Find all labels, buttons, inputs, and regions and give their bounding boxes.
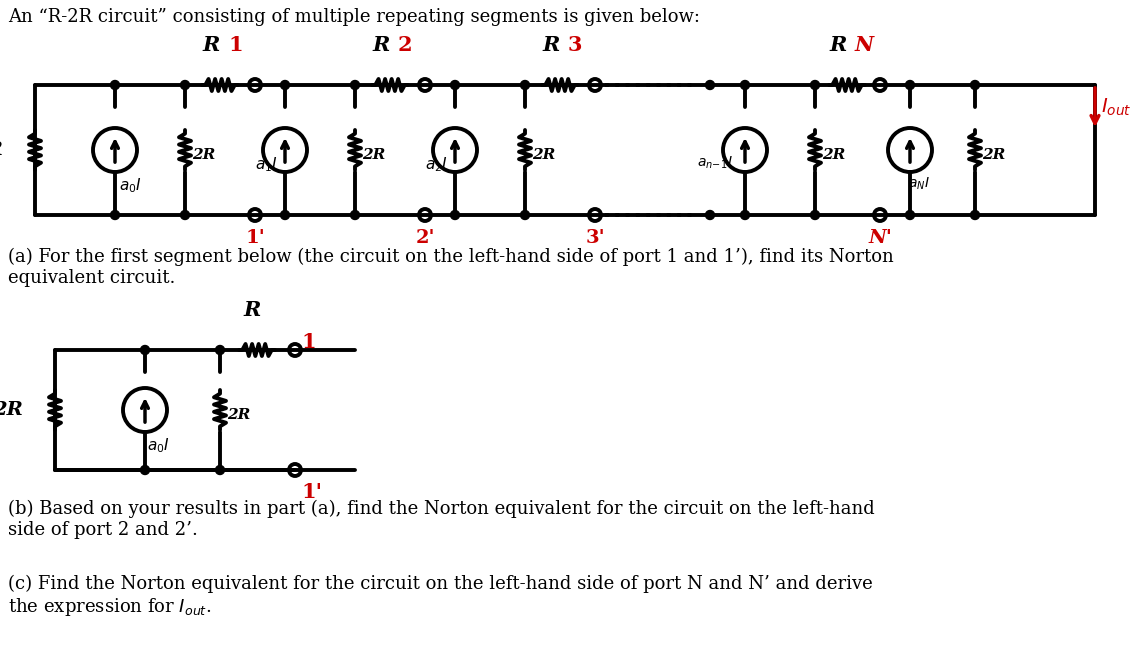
Text: 3': 3' xyxy=(585,229,605,247)
Circle shape xyxy=(521,210,529,220)
Circle shape xyxy=(705,80,714,90)
Text: 1: 1 xyxy=(301,332,316,352)
Text: N: N xyxy=(855,35,874,55)
Text: $I_{out}$: $I_{out}$ xyxy=(1101,96,1131,118)
Text: 2R: 2R xyxy=(0,401,23,419)
Text: 3: 3 xyxy=(568,35,583,55)
Text: (c) Find the Norton equivalent for the circuit on the left-hand side of port N a: (c) Find the Norton equivalent for the c… xyxy=(8,575,872,618)
Circle shape xyxy=(215,466,224,474)
Text: 2R: 2R xyxy=(532,148,555,162)
Circle shape xyxy=(450,210,459,220)
Text: R: R xyxy=(372,35,389,55)
Text: $a_0 I$: $a_0 I$ xyxy=(147,436,169,455)
Text: 1': 1' xyxy=(245,229,264,247)
Circle shape xyxy=(811,80,820,90)
Circle shape xyxy=(181,210,190,220)
Text: 2R: 2R xyxy=(982,148,1005,162)
Text: 2R: 2R xyxy=(822,148,845,162)
Circle shape xyxy=(350,210,360,220)
Circle shape xyxy=(705,210,714,220)
Circle shape xyxy=(141,466,150,474)
Text: 1': 1' xyxy=(301,482,322,502)
Circle shape xyxy=(971,210,979,220)
Text: 2R: 2R xyxy=(192,148,215,162)
Text: 2': 2' xyxy=(416,229,435,247)
Circle shape xyxy=(811,210,820,220)
Text: R: R xyxy=(542,35,560,55)
Circle shape xyxy=(111,80,119,90)
Circle shape xyxy=(741,80,750,90)
Circle shape xyxy=(906,80,915,90)
Circle shape xyxy=(350,80,360,90)
Text: $a_0 I$: $a_0 I$ xyxy=(119,176,142,195)
Text: R: R xyxy=(829,35,846,55)
Text: (a) For the first segment below (the circuit on the left-hand side of port 1 and: (a) For the first segment below (the cir… xyxy=(8,248,894,287)
Circle shape xyxy=(521,80,529,90)
Circle shape xyxy=(281,210,290,220)
Circle shape xyxy=(741,210,750,220)
Text: $a_2 I$: $a_2 I$ xyxy=(425,155,448,174)
Circle shape xyxy=(906,210,915,220)
Text: R: R xyxy=(243,300,261,320)
Circle shape xyxy=(181,80,190,90)
Text: R: R xyxy=(202,35,220,55)
Text: 2: 2 xyxy=(398,35,412,55)
Text: $a_N I$: $a_N I$ xyxy=(908,176,930,192)
Text: 2R: 2R xyxy=(362,148,385,162)
Text: $a_{n\!-\!1}I$: $a_{n\!-\!1}I$ xyxy=(697,155,733,172)
Circle shape xyxy=(971,80,979,90)
Text: (b) Based on your results in part (a), find the Norton equivalent for the circui: (b) Based on your results in part (a), f… xyxy=(8,500,875,539)
Circle shape xyxy=(141,346,150,354)
Circle shape xyxy=(215,346,224,354)
Text: 2R: 2R xyxy=(227,408,251,422)
Text: 1: 1 xyxy=(228,35,243,55)
Circle shape xyxy=(281,80,290,90)
Text: An “R-2R circuit” consisting of multiple repeating segments is given below:: An “R-2R circuit” consisting of multiple… xyxy=(8,8,700,26)
Text: 2R: 2R xyxy=(0,141,3,159)
Circle shape xyxy=(111,210,119,220)
Text: $a_1 I$: $a_1 I$ xyxy=(255,155,278,174)
Text: N': N' xyxy=(868,229,892,247)
Circle shape xyxy=(450,80,459,90)
